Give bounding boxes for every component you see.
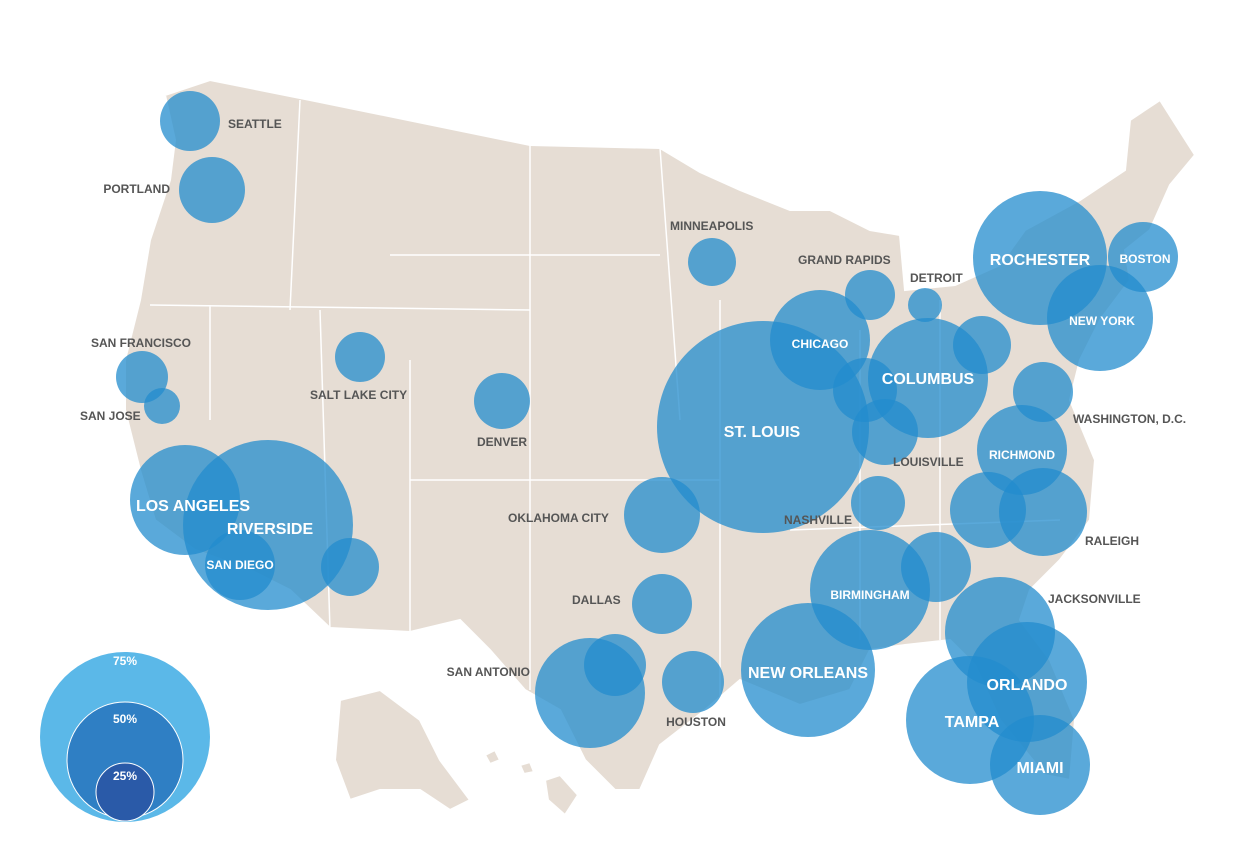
city-bubble [624,477,700,553]
city-label: SAN DIEGO [206,558,273,572]
city-label: TAMPA [945,714,1000,731]
city-bubble [144,388,180,424]
city-label: RICHMOND [989,448,1055,462]
legend-label: 25% [113,769,137,783]
city-bubble [688,238,736,286]
city-bubble [741,603,875,737]
city-bubble [901,532,971,602]
city-bubble [999,468,1087,556]
city-bubble [205,530,275,600]
city-bubble [833,358,897,422]
city-bubble [179,157,245,223]
city-label: LOUISVILLE [893,455,964,469]
alaska [333,688,472,812]
city-label: PORTLAND [103,182,170,196]
city-bubble [321,538,379,596]
city-label: BOSTON [1119,252,1170,266]
city-label: SAN JOSE [80,409,141,423]
legend-label: 75% [113,654,137,668]
city-label: ORLANDO [987,677,1068,694]
legend-circle [95,762,155,822]
city-label: ROCHESTER [990,252,1091,269]
city-label: DENVER [477,435,527,449]
city-bubble [335,332,385,382]
city-bubble [953,316,1011,374]
city-label: NASHVILLE [784,513,852,527]
city-label: LOS ANGELES [136,498,250,515]
city-label: MIAMI [1016,760,1063,777]
city-label: SALT LAKE CITY [310,388,407,402]
city-label: HOUSTON [666,715,726,729]
city-label: SEATTLE [228,117,282,131]
city-label: GRAND RAPIDS [798,253,891,267]
city-label: RIVERSIDE [227,521,314,538]
city-label: SAN ANTONIO [447,665,530,679]
labels: SEATTLE PORTLAND MINNEAPOLIS GRAND RAPIDS DE… [80,117,1186,777]
city-bubble [851,476,905,530]
city-bubble [990,715,1090,815]
city-label: NEW ORLEANS [748,665,868,682]
legend: 75% 50% 25% [40,652,210,822]
city-bubble [632,574,692,634]
city-bubble [662,651,724,713]
city-label: BIRMINGHAM [830,588,909,602]
city-label: CHICAGO [792,337,849,351]
city-label: RALEIGH [1085,534,1139,548]
city-bubble [657,321,869,533]
city-bubble [160,91,220,151]
city-label: MINNEAPOLIS [670,219,753,233]
city-bubble [584,634,646,696]
hawaii [483,748,580,817]
city-label: OKLAHOMA CITY [508,511,609,525]
city-bubble [1047,265,1153,371]
city-bubble [908,288,942,322]
city-bubble [950,472,1026,548]
city-label: ST. LOUIS [724,424,801,441]
bubbles [116,91,1178,815]
city-label: DETROIT [910,271,963,285]
city-label: DALLAS [572,593,621,607]
legend-label: 50% [113,712,137,726]
city-label: WASHINGTON, D.C. [1073,412,1186,426]
city-label: SAN FRANCISCO [91,336,191,350]
city-label: JACKSONVILLE [1048,592,1141,606]
city-label: COLUMBUS [882,371,975,388]
city-label: NEW YORK [1069,314,1135,328]
city-bubble [474,373,530,429]
